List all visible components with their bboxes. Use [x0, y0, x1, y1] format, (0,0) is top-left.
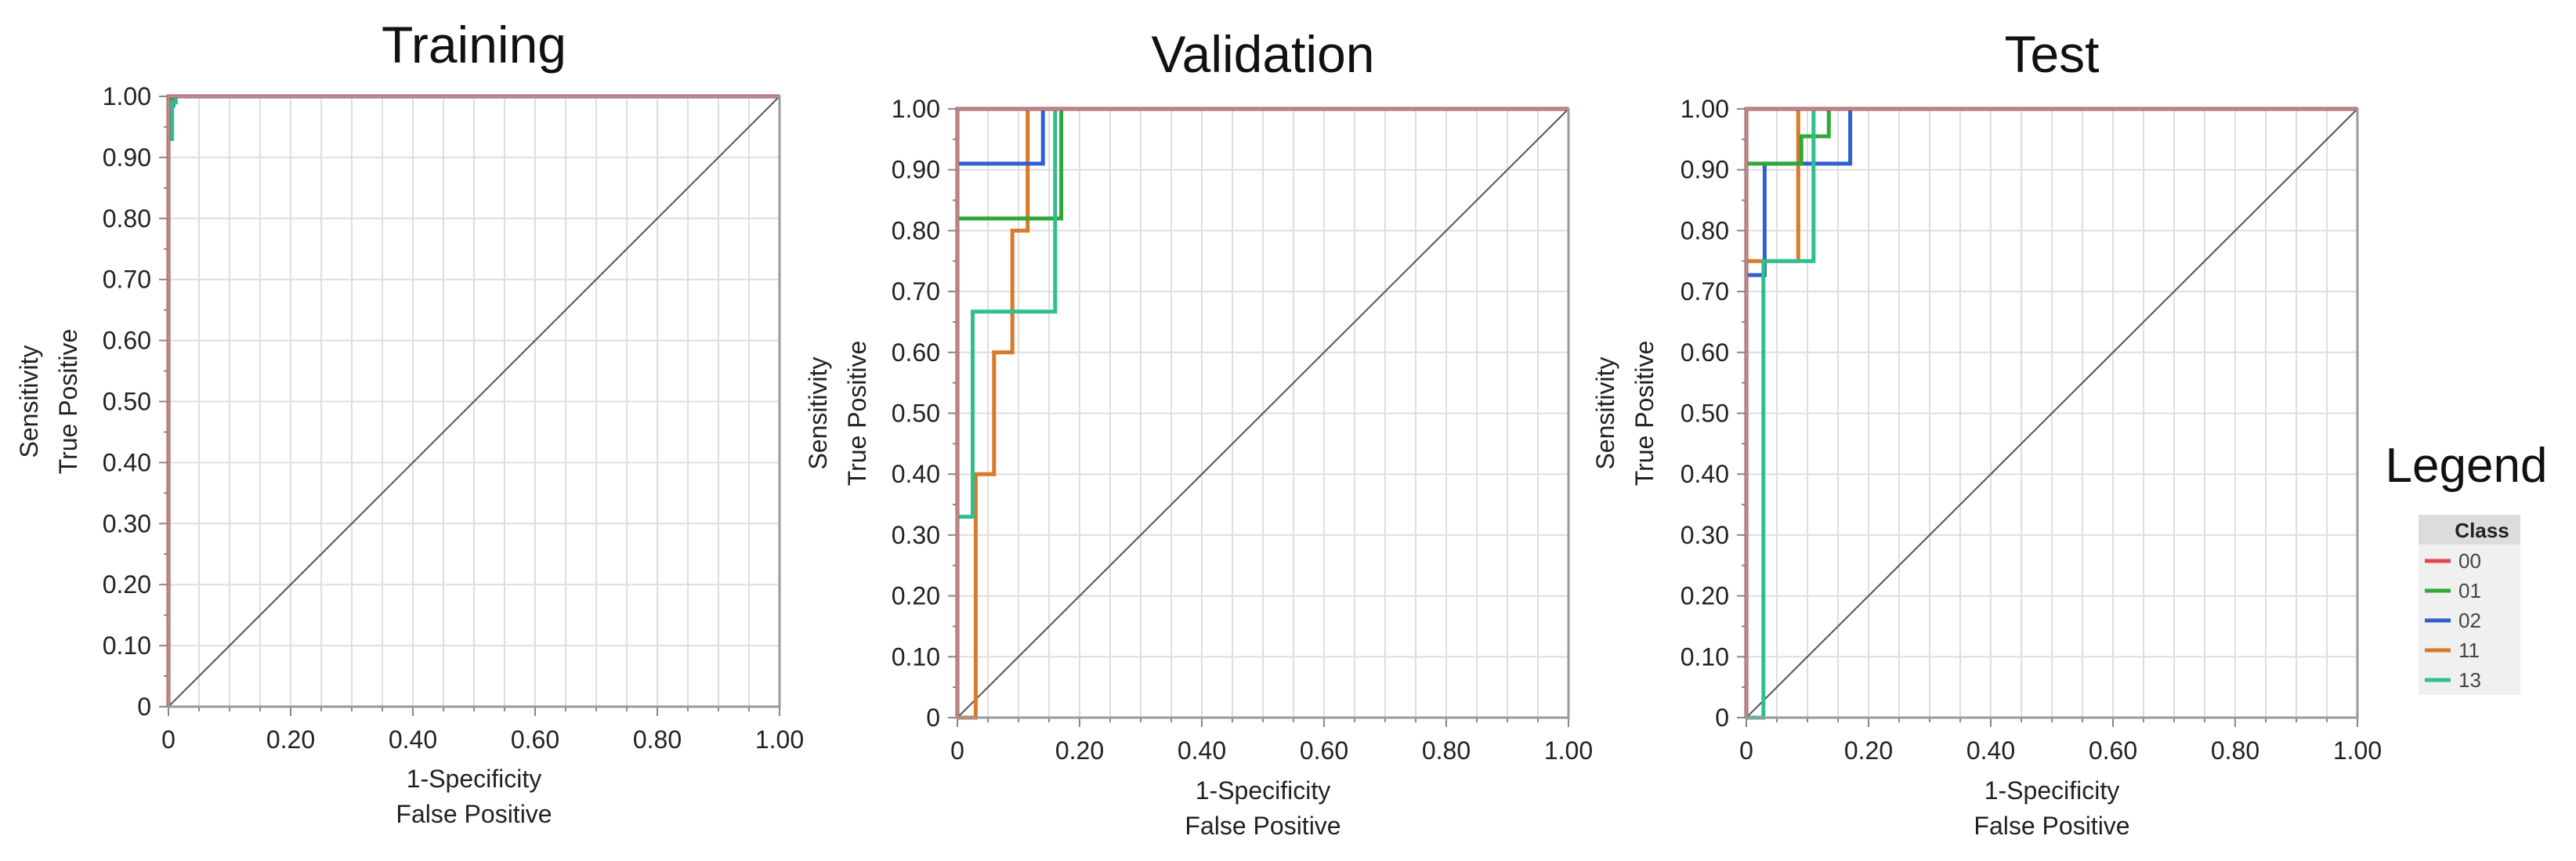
y-tick-label: 0.20 — [1681, 582, 1729, 610]
legend-label-01: 01 — [2458, 579, 2481, 602]
x-tick-label: 0.80 — [633, 725, 682, 754]
plot-frame — [167, 95, 781, 708]
y-tick-label: 0.50 — [1681, 400, 1729, 428]
x-tick-label: 1.00 — [1544, 736, 1593, 765]
legend-header: Class — [2455, 519, 2509, 542]
y-tick-label: 0.40 — [103, 448, 151, 476]
y-axis-label: Sensitivity — [804, 356, 832, 469]
legend: Legend Class 00 01 02 11 13 — [2386, 439, 2548, 695]
y-tick-label: 1.00 — [103, 82, 151, 110]
chart-title: Test — [2004, 25, 2099, 83]
x-tick-label: 0 — [1739, 736, 1753, 765]
y-tick-label: 0.80 — [892, 216, 940, 244]
y-tick-label: 1.00 — [892, 95, 940, 123]
plot-frame — [956, 107, 1570, 719]
legend-entry-02: 02 — [2425, 609, 2481, 632]
y-tick-label: 0.50 — [103, 388, 151, 416]
x-axis-label: 1-Specificity — [407, 765, 542, 793]
legend-entry-00: 00 — [2425, 549, 2481, 573]
y-tick-label: 0.70 — [892, 277, 940, 306]
x-tick-label: 1.00 — [755, 725, 804, 754]
legend-box — [2419, 515, 2520, 695]
y-tick-label: 0.80 — [103, 204, 151, 233]
y-tick-label: 0 — [926, 704, 940, 732]
y-axis-label-secondary: True Positive — [843, 341, 871, 487]
diagonal-reference-line — [1746, 108, 2358, 718]
x-tick-label: 0.60 — [1300, 736, 1348, 765]
legend-entries: 00 01 02 11 13 — [2425, 549, 2481, 692]
y-tick-label: 0.70 — [1681, 277, 1729, 306]
x-tick-label: 0.40 — [389, 725, 437, 754]
chart-title: Validation — [1152, 25, 1375, 83]
y-tick-label: 0.60 — [103, 327, 151, 355]
y-tick-label: 0.20 — [892, 582, 940, 610]
legend-title: Legend — [2386, 439, 2548, 493]
x-tick-label: 0.40 — [1178, 736, 1226, 765]
y-tick-label: 0 — [137, 693, 151, 721]
y-tick-label: 0.30 — [1681, 521, 1729, 549]
roc-chart-test: Test 0 0.20 0.40 0.60 0.80 1.00 0 0.10 0.20 0.30 0.… — [1591, 25, 2382, 840]
y-tick-label: 0.20 — [103, 570, 151, 599]
y-tick-label: 0 — [1715, 704, 1729, 732]
y-tick-label: 0.90 — [103, 143, 151, 172]
x-tick-label: 0.80 — [1422, 736, 1471, 765]
x-tick-label: 0.20 — [266, 725, 315, 754]
x-axis-label-secondary: False Positive — [1974, 812, 2129, 840]
y-tick-label: 0.30 — [892, 521, 940, 549]
x-tick-label: 0.60 — [2089, 736, 2137, 765]
legend-header-bg — [2419, 515, 2520, 544]
x-axis-label-secondary: False Positive — [1185, 812, 1340, 840]
y-tick-label: 0.10 — [103, 631, 151, 660]
legend-label-02: 02 — [2458, 609, 2481, 632]
y-tick-label: 0.50 — [892, 400, 940, 428]
y-tick-label: 0.40 — [892, 460, 940, 488]
y-tick-label: 0.30 — [103, 509, 151, 537]
y-tick-label: 0.40 — [1681, 460, 1729, 488]
charts-group: Training 0 0.20 0.40 0.60 0.80 1.00 0 0.10 0.20 0.… — [15, 16, 2382, 840]
legend-label-00: 00 — [2458, 549, 2481, 573]
x-axis-label-secondary: False Positive — [396, 800, 552, 828]
y-tick-label: 0.60 — [892, 338, 940, 367]
y-axis-label: Sensitivity — [15, 345, 43, 458]
roc-chart-validation: Validation 0 0.20 0.40 0.60 0.80 1.00 0 0.10 0.20… — [804, 25, 1593, 840]
y-tick-label: 0.10 — [1681, 642, 1729, 671]
x-tick-label: 1.00 — [2333, 736, 2382, 765]
y-tick-label: 0.90 — [1681, 156, 1729, 184]
y-tick-label: 1.00 — [1681, 95, 1729, 123]
x-tick-label: 0.20 — [1055, 736, 1104, 765]
roc-line-class-11 — [957, 107, 1568, 720]
y-tick-label: 0.70 — [103, 266, 151, 294]
y-axis-label-secondary: True Positive — [1630, 341, 1659, 487]
y-tick-label: 0.10 — [892, 642, 940, 671]
x-tick-label: 0.20 — [1844, 736, 1893, 765]
chart-title: Training — [382, 16, 566, 74]
x-tick-label: 0 — [161, 725, 175, 754]
x-tick-label: 0.40 — [1966, 736, 2015, 765]
y-axis-label-secondary: True Positive — [54, 329, 82, 475]
y-tick-label: 0.60 — [1681, 338, 1729, 367]
roc-chart-training: Training 0 0.20 0.40 0.60 0.80 1.00 0 0.10 0.20 0.… — [15, 16, 804, 828]
legend-label-13: 13 — [2458, 668, 2481, 692]
legend-label-11: 11 — [2458, 639, 2480, 662]
x-axis-label: 1-Specificity — [1984, 776, 2120, 805]
diagonal-reference-line — [168, 96, 780, 707]
diagonal-reference-line — [957, 108, 1569, 718]
x-tick-label: 0 — [950, 736, 964, 765]
x-tick-label: 0.80 — [2211, 736, 2259, 765]
y-tick-label: 0.80 — [1681, 216, 1729, 244]
y-axis-label: Sensitivity — [1591, 356, 1619, 469]
legend-entry-11: 11 — [2425, 639, 2480, 662]
legend-entry-13: 13 — [2425, 668, 2481, 692]
plot-frame — [1745, 107, 2359, 719]
x-axis-label: 1-Specificity — [1196, 776, 1331, 805]
x-tick-label: 0.60 — [511, 725, 559, 754]
y-tick-label: 0.90 — [892, 156, 940, 184]
legend-entry-01: 01 — [2425, 579, 2481, 602]
